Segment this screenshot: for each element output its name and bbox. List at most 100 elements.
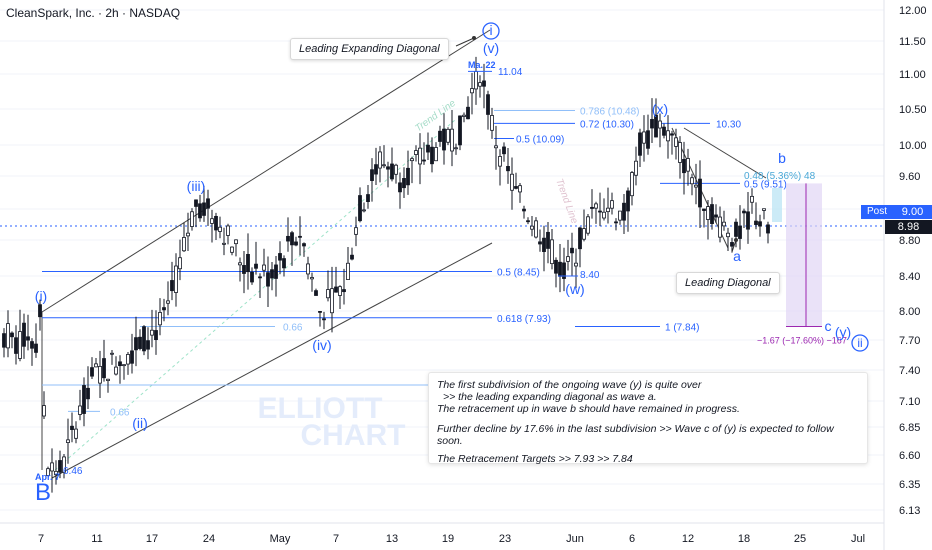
candle-body: [398, 182, 402, 193]
candle-body: [710, 204, 714, 224]
candle-body: [534, 220, 538, 238]
candle-body: [554, 259, 558, 274]
x-tick-label: 18: [738, 533, 750, 545]
wave-label: c: [825, 318, 832, 334]
wave-label: ii: [857, 336, 862, 350]
candle-body: [298, 235, 302, 238]
wave-label: i: [489, 22, 492, 38]
candle-body: [182, 237, 186, 252]
diagonal-lower: [683, 127, 767, 179]
candle-body: [410, 158, 414, 162]
fib-level-b-label: 0.5 (9.51): [744, 179, 787, 190]
candle-body: [358, 195, 362, 222]
candle-body: [610, 200, 614, 209]
candle-body: [570, 247, 574, 254]
candle-body: [278, 253, 282, 261]
note-line: >> the leading expanding diagonal as wav…: [443, 391, 657, 403]
candle-body: [374, 164, 378, 175]
x-tick-label: 6: [629, 533, 635, 545]
candle-body: [50, 462, 54, 472]
candle-body: [594, 203, 598, 209]
candle-body: [26, 336, 30, 341]
candle-body: [354, 227, 358, 235]
x-tick-label: 24: [203, 533, 215, 545]
candle-body: [550, 239, 554, 265]
wave-label: B: [35, 479, 51, 506]
analysis-note: The first subdivision of the ongoing wav…: [428, 372, 868, 465]
candle-body: [526, 220, 530, 223]
candle-body: [290, 232, 294, 246]
projection-label: −1.67 (−17.60%) −167: [757, 335, 847, 345]
candle-body: [642, 131, 646, 144]
candle-body: [178, 257, 182, 270]
candle-body: [502, 146, 506, 155]
candle-body: [214, 215, 218, 231]
x-tick-label: 7: [333, 533, 339, 545]
candle-body: [542, 237, 546, 252]
candle-body: [202, 202, 206, 216]
candle-body: [470, 88, 474, 94]
x-tick-label: 11: [91, 533, 102, 545]
candle-body: [190, 211, 194, 227]
candle-body: [678, 142, 682, 163]
candle-body: [510, 173, 514, 191]
candle-body: [686, 158, 690, 172]
y-tick-label: 11.00: [899, 69, 926, 81]
candle-body: [242, 265, 246, 274]
candle-body: [218, 226, 222, 232]
x-tick-label: 13: [386, 533, 398, 545]
candle-body: [370, 169, 374, 181]
candle-body: [106, 378, 110, 381]
y-tick-label: 12.00: [899, 5, 927, 17]
candle-body: [58, 460, 62, 473]
fib-level-05-lower-label: 0.5 (8.45): [497, 268, 540, 279]
candle-body: [454, 147, 458, 150]
key-price-date: Apr. 7: [35, 472, 60, 482]
candle-body: [350, 254, 354, 260]
y-tick-label: 6.13: [899, 505, 920, 517]
candle-body: [206, 198, 210, 209]
candle-body: [742, 210, 746, 214]
candle-body: [506, 166, 510, 172]
candle-body: [262, 264, 266, 271]
candle-body: [126, 354, 130, 365]
candle-body: [630, 172, 634, 197]
candle-body: [142, 326, 146, 352]
candle-body: [270, 269, 274, 279]
candle-body: [674, 137, 678, 147]
swing-high-level-label: 10.30: [716, 119, 741, 130]
candle-body: [94, 363, 98, 368]
fib-level-072-label: 0.72 (10.30): [580, 119, 634, 130]
candle-body: [462, 114, 466, 117]
candle-body: [310, 277, 314, 280]
candle-body: [338, 286, 342, 296]
candle-body: [414, 150, 418, 155]
candle-body: [266, 272, 270, 287]
candle-body: [90, 367, 94, 377]
candle-body: [18, 331, 22, 359]
x-tick-label: 12: [682, 533, 694, 545]
candle-body: [114, 366, 118, 375]
candle-body: [466, 106, 470, 120]
candle-body: [382, 164, 386, 167]
candle-body: [134, 337, 138, 351]
candle-body: [530, 225, 534, 230]
candle-body: [30, 341, 34, 349]
candle-body: [546, 231, 550, 249]
candle-body: [394, 164, 398, 175]
trend-line-label: Trend Line: [553, 177, 580, 225]
candle-body: [418, 147, 422, 165]
candle-body: [626, 190, 630, 212]
wave-circle: [851, 334, 869, 352]
candle-body: [118, 361, 122, 367]
y-tick-label: 8.40: [899, 271, 920, 283]
candle-body: [622, 202, 626, 221]
candle-body: [758, 221, 762, 227]
candle-body: [718, 216, 722, 238]
candle-body: [690, 177, 694, 185]
candle-body: [666, 130, 670, 142]
candle-body: [518, 185, 522, 193]
candle-body: [558, 261, 562, 277]
callout-pointer-dot: [734, 238, 738, 242]
